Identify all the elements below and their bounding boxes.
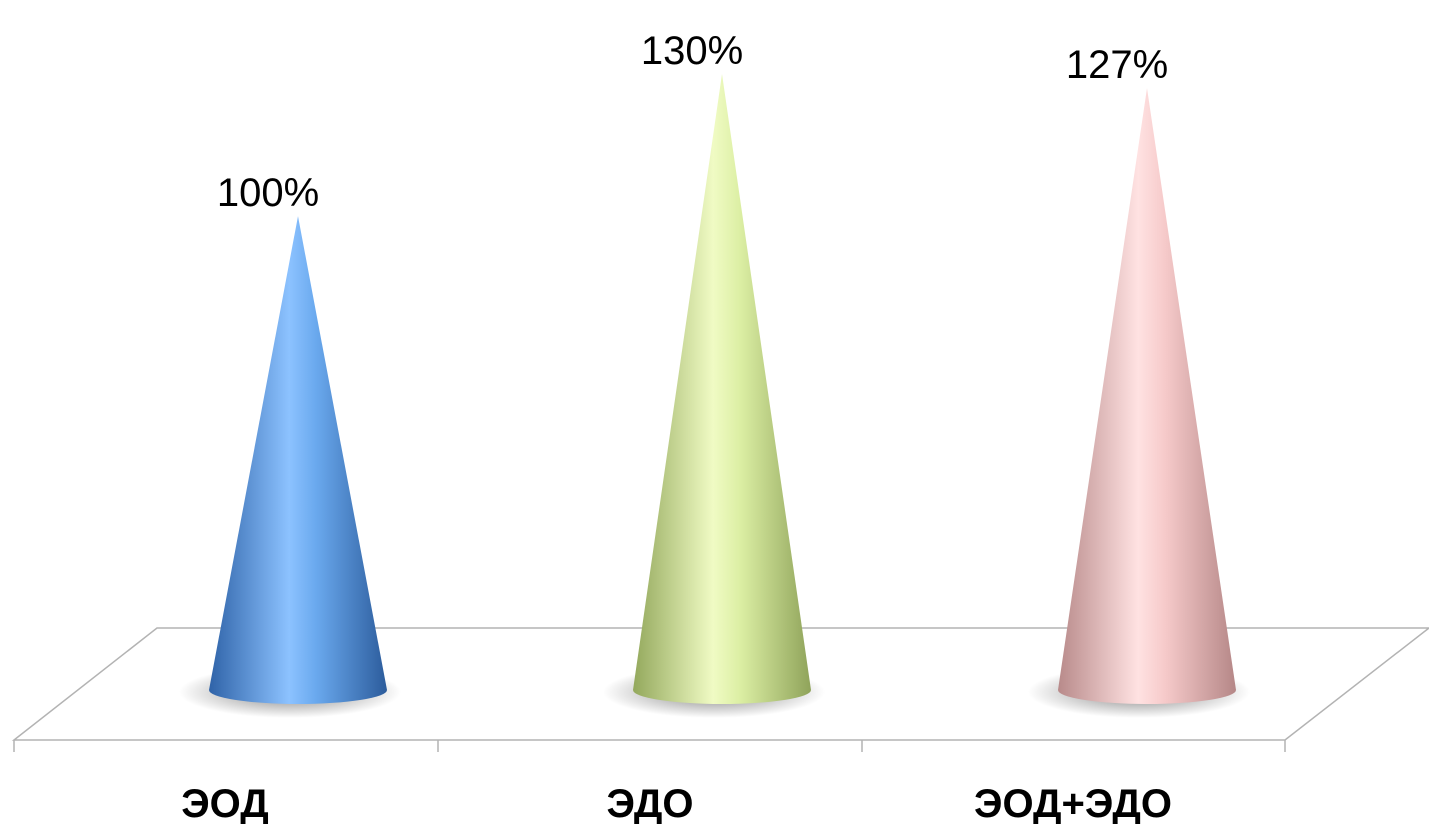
category-label: ЭОД+ЭДО bbox=[974, 782, 1172, 824]
value-label: 100% bbox=[217, 171, 319, 215]
cone-bar bbox=[1058, 88, 1236, 705]
value-labels: 100% 130% 127% bbox=[217, 29, 1168, 215]
value-label: 127% bbox=[1066, 43, 1168, 87]
cone-series bbox=[179, 73, 1250, 718]
x-axis-ticks bbox=[13, 740, 1286, 752]
cone-bar bbox=[633, 73, 811, 705]
cone-bar bbox=[209, 216, 387, 705]
category-label: ЭОД bbox=[181, 782, 269, 824]
value-label: 130% bbox=[641, 29, 743, 73]
category-label: ЭДО bbox=[606, 782, 693, 824]
category-labels: ЭОД ЭДО ЭОД+ЭДО bbox=[181, 782, 1172, 824]
